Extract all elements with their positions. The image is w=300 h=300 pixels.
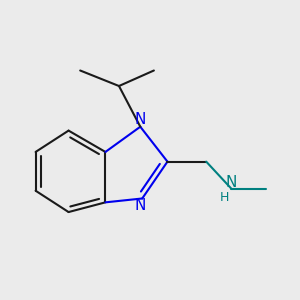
Text: N: N [135,112,146,127]
Text: N: N [226,176,237,190]
Text: N: N [135,198,146,213]
Text: H: H [220,191,229,204]
